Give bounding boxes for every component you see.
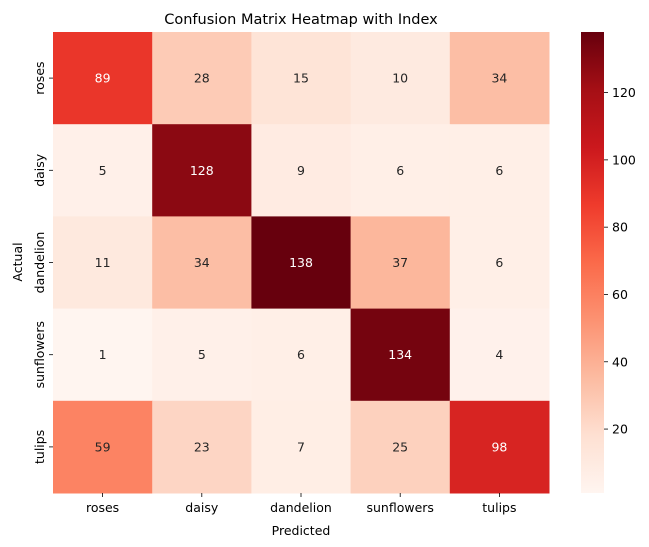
- y-tick-label: dandelion: [32, 232, 47, 294]
- colorbar-ticks: 20 40 60 80 100 120: [604, 85, 636, 437]
- cell-value-label: 4: [495, 347, 503, 362]
- heatmap-cell: [53, 400, 153, 494]
- heatmap-cell: [350, 308, 451, 402]
- cell-value-label: 5: [198, 347, 206, 362]
- cell-value-label: 134: [388, 347, 412, 362]
- cell-value-label: 11: [95, 255, 111, 270]
- heatmap-cell: [449, 124, 550, 217]
- cell-value-label: 6: [396, 163, 404, 178]
- colorbar-tick-label: 120: [612, 85, 636, 100]
- cell-value-label: 34: [491, 71, 507, 86]
- colorbar-tick-label: 100: [612, 152, 636, 167]
- heatmap-cell: [251, 308, 352, 402]
- y-tick-label: roses: [32, 61, 47, 94]
- heatmap-cell: [152, 32, 252, 125]
- x-axis-label: Predicted: [272, 523, 331, 538]
- cell-value-label: 28: [194, 71, 210, 86]
- colorbar: 20 40 60 80 100 120: [581, 32, 636, 493]
- cell-value-label: 23: [194, 439, 210, 454]
- cell-value-label: 89: [95, 71, 111, 86]
- y-tick-label: tulips: [32, 430, 47, 464]
- heatmap-cell: [251, 32, 352, 125]
- cell-value-label: 98: [491, 439, 507, 454]
- heatmap-cell: [53, 216, 153, 310]
- cell-value-label: 7: [297, 439, 305, 454]
- cell-value-label: 37: [392, 255, 408, 270]
- cell-value-label: 6: [495, 255, 503, 270]
- cell-value-label: 128: [190, 163, 214, 178]
- cell-value-label: 1: [99, 347, 107, 362]
- heatmap-cell: [449, 32, 550, 125]
- heatmap-cell: [449, 216, 550, 310]
- heatmap-cell: [350, 400, 451, 494]
- heatmap-cell: [152, 124, 252, 217]
- heatmap-cells: 89 28 15 10 345 128 9 6 611 34 138 37 61 5 6 134 459 23 7 2…: [53, 32, 550, 494]
- heatmap-cell: [152, 400, 252, 494]
- colorbar-tick-label: 60: [612, 287, 628, 302]
- x-tick-label: dandelion: [270, 500, 332, 515]
- cell-value-label: 6: [495, 163, 503, 178]
- x-tick-label: tulips: [482, 500, 516, 515]
- y-tick-label: sunflowers: [32, 321, 47, 388]
- cell-value-label: 25: [392, 439, 408, 454]
- x-tick-label: sunflowers: [366, 500, 433, 515]
- heatmap-cell: [152, 216, 252, 310]
- cell-value-label: 59: [95, 439, 111, 454]
- cell-value-label: 9: [297, 163, 305, 178]
- x-tick-label: daisy: [185, 500, 219, 515]
- heatmap-cell: [251, 216, 352, 310]
- heatmap-cell: [350, 124, 451, 217]
- cell-value-label: 6: [297, 347, 305, 362]
- heatmap-cell: [53, 124, 153, 217]
- y-axis: roses daisy dandelion sunflowers tulips: [32, 61, 53, 464]
- cell-value-label: 138: [289, 255, 313, 270]
- heatmap-cell: [449, 400, 550, 494]
- x-axis: roses daisy dandelion sunflowers tulips: [86, 493, 517, 515]
- colorbar-tick-label: 20: [612, 422, 628, 437]
- cell-value-label: 5: [99, 163, 107, 178]
- heatmap-cell: [53, 32, 153, 125]
- colorbar-gradient: [581, 32, 604, 493]
- x-tick-label: roses: [86, 500, 119, 515]
- heatmap-cell: [350, 216, 451, 310]
- heatmap-cell: [350, 32, 451, 125]
- y-tick-label: daisy: [32, 153, 47, 187]
- cell-value-label: 15: [293, 71, 309, 86]
- cell-value-label: 10: [392, 71, 408, 86]
- heatmap-cell: [251, 124, 352, 217]
- heatmap-cell: [449, 308, 550, 402]
- y-axis-label: Actual: [10, 242, 25, 281]
- heatmap-cell: [251, 400, 352, 494]
- heatmap-cell: [53, 308, 153, 402]
- colorbar-tick-label: 40: [612, 354, 628, 369]
- chart-title: Confusion Matrix Heatmap with Index: [164, 12, 438, 28]
- colorbar-tick-label: 80: [612, 220, 628, 235]
- cell-value-label: 34: [194, 255, 210, 270]
- heatmap-cell: [152, 308, 252, 402]
